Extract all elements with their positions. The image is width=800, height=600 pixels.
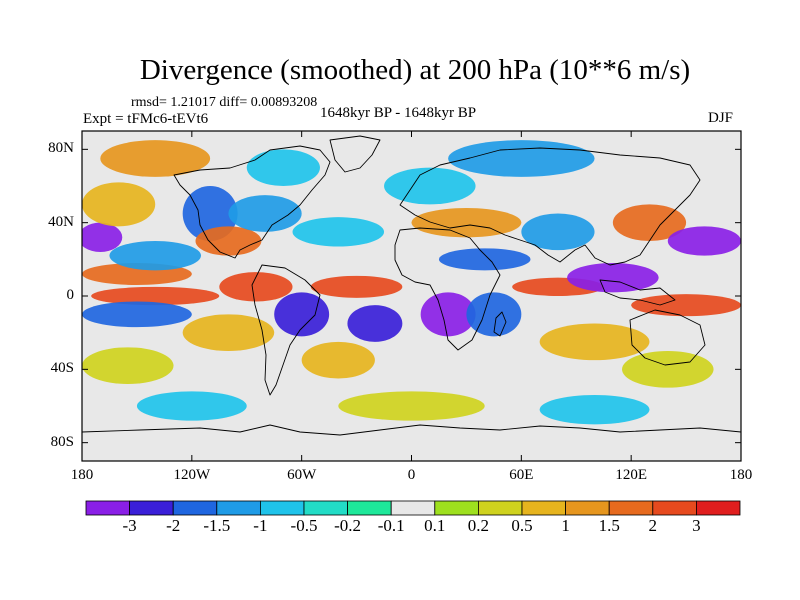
coastline-maritime-continent xyxy=(599,279,676,306)
colorbar-box-6 xyxy=(347,500,392,516)
field-blob-16 xyxy=(347,305,403,342)
field-blob-3 xyxy=(109,241,201,271)
colorbar-label-13: 3 xyxy=(692,516,701,535)
field-blob-21 xyxy=(420,292,476,337)
lon-label-0: 180 xyxy=(70,467,94,483)
lat-label-3: 40S xyxy=(50,360,74,377)
field-blob-34 xyxy=(136,391,247,421)
field-blob-18 xyxy=(384,167,476,205)
field-blob-20 xyxy=(438,248,531,271)
rmsd-diff-text: rmsd= 1.21017 diff= 0.00893208 xyxy=(131,95,318,110)
map-title: Divergence (smoothed) at 200 hPa (10**6 … xyxy=(139,54,691,86)
field-blob-32 xyxy=(100,140,211,177)
field-blob-31 xyxy=(448,140,595,177)
field-blob-2 xyxy=(82,182,156,227)
lon-label-2: 60W xyxy=(287,467,317,483)
colorbar-box-9 xyxy=(477,500,523,516)
divergence-field xyxy=(82,140,741,425)
colorbar-label-8: 0.2 xyxy=(467,516,490,535)
colorbar-box-3 xyxy=(216,500,261,516)
colorbar-label-3: -1 xyxy=(253,516,268,535)
colorbar-box-10 xyxy=(521,500,566,516)
field-blob-13 xyxy=(182,314,275,351)
period-label: 1648kyr BP - 1648kyr BP xyxy=(320,105,477,121)
colorbar-label-9: 0.5 xyxy=(511,516,533,535)
coastline-australia xyxy=(629,309,706,366)
lat-label-1: 40N xyxy=(48,213,74,230)
lat-label-0: 80N xyxy=(48,140,74,157)
colorbar-label-7: 0.1 xyxy=(424,516,446,535)
coastline-antarctica xyxy=(82,424,741,436)
field-blob-10 xyxy=(246,149,320,187)
lat-label-2: 0 xyxy=(66,287,75,303)
colorbar-label-11: 1.5 xyxy=(598,516,620,535)
colorbar-label-5: -0.2 xyxy=(334,516,362,535)
colorbar-label-4: -0.5 xyxy=(290,516,318,535)
field-blob-19 xyxy=(411,208,522,238)
colorbar-box-11 xyxy=(565,500,610,516)
colorbar-label-0: -3 xyxy=(122,516,137,535)
field-blob-27 xyxy=(667,226,741,256)
field-blob-33 xyxy=(338,391,485,421)
colorbar xyxy=(85,500,741,516)
coastline-madagascar xyxy=(493,311,507,337)
lon-label-4: 60E xyxy=(509,467,534,483)
lon-label-1: 120W xyxy=(173,467,211,483)
field-blob-22 xyxy=(466,292,522,337)
colorbar-box-5 xyxy=(303,500,348,516)
field-blob-26 xyxy=(612,204,687,242)
experiment-label: Expt = tFMc6-tEVt6 xyxy=(83,111,209,127)
colorbar-label-12: 2 xyxy=(648,516,658,535)
field-blob-14 xyxy=(292,217,385,247)
field-blob-30 xyxy=(622,351,714,388)
colorbar-box-2 xyxy=(172,500,218,516)
season-label: DJF xyxy=(708,110,734,126)
colorbar-box-12 xyxy=(608,500,654,516)
field-blob-12 xyxy=(219,272,293,302)
colorbar-label-1: -2 xyxy=(166,516,181,535)
coastline-africa xyxy=(394,227,501,351)
field-blob-5 xyxy=(82,301,192,328)
coastline-north-america xyxy=(173,145,331,259)
colorbar-label-6: -0.1 xyxy=(377,516,405,535)
axis-ticks xyxy=(81,131,742,461)
coastline-greenland xyxy=(329,135,381,173)
field-blob-29 xyxy=(539,323,650,361)
field-blob-23 xyxy=(521,213,595,251)
lon-label-5: 120E xyxy=(615,467,647,483)
field-blob-17 xyxy=(301,341,375,379)
lon-label-3: 0 xyxy=(407,467,416,483)
field-blob-35 xyxy=(539,395,650,425)
colorbar-box-8 xyxy=(434,500,479,516)
field-blob-15 xyxy=(310,275,403,298)
colorbar-label-2: -1.5 xyxy=(203,516,231,535)
coastline-eurasia xyxy=(399,147,701,266)
lat-label-4: 80S xyxy=(50,433,74,450)
colorbar-box-1 xyxy=(129,500,174,516)
lon-label-6: 180 xyxy=(729,467,753,483)
colorbar-box-13 xyxy=(652,500,697,516)
field-blob-11 xyxy=(274,292,330,337)
field-blob-9 xyxy=(228,195,302,232)
field-blob-0 xyxy=(82,222,123,252)
colorbar-box-0 xyxy=(85,500,130,516)
continent-outlines xyxy=(82,135,741,436)
field-blob-8 xyxy=(195,226,262,256)
colorbar-box-7 xyxy=(390,500,436,516)
colorbar-box-14 xyxy=(696,500,741,516)
colorbar-box-4 xyxy=(259,500,305,516)
field-blob-4 xyxy=(91,286,220,306)
field-blob-6 xyxy=(82,347,174,384)
coastline-south-america xyxy=(251,264,321,396)
colorbar-label-10: 1 xyxy=(561,516,570,535)
field-blob-25 xyxy=(567,263,659,293)
